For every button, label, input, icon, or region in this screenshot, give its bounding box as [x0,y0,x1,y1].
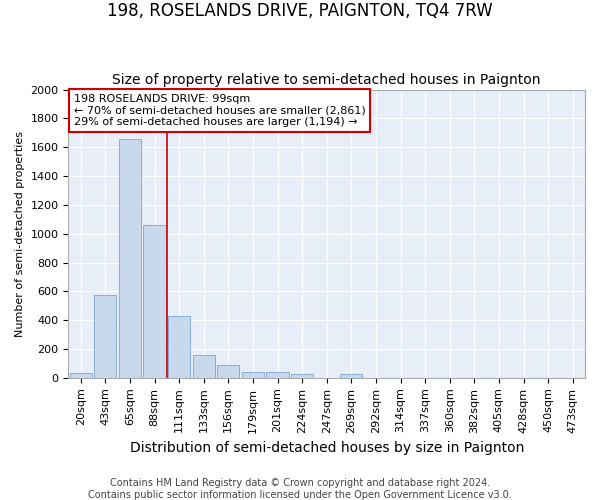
Text: Contains HM Land Registry data © Crown copyright and database right 2024.
Contai: Contains HM Land Registry data © Crown c… [88,478,512,500]
Bar [168,316,190,378]
Bar [94,295,116,378]
Bar [291,374,313,378]
Title: Size of property relative to semi-detached houses in Paignton: Size of property relative to semi-detach… [112,73,541,87]
Text: 198 ROSELANDS DRIVE: 99sqm
← 70% of semi-detached houses are smaller (2,861)
29%: 198 ROSELANDS DRIVE: 99sqm ← 70% of semi… [74,94,365,127]
Bar [217,365,239,378]
Bar [242,372,264,378]
Bar [143,225,166,378]
Y-axis label: Number of semi-detached properties: Number of semi-detached properties [15,130,25,336]
Bar [193,356,215,378]
Bar [266,372,289,378]
Bar [119,138,141,378]
Text: 198, ROSELANDS DRIVE, PAIGNTON, TQ4 7RW: 198, ROSELANDS DRIVE, PAIGNTON, TQ4 7RW [107,2,493,21]
Bar [70,374,92,378]
X-axis label: Distribution of semi-detached houses by size in Paignton: Distribution of semi-detached houses by … [130,441,524,455]
Bar [340,374,362,378]
